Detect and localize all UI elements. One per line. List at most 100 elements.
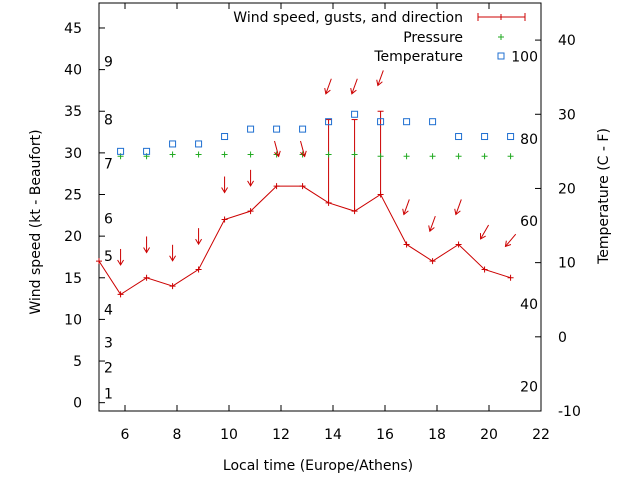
y-left-tick-label: 10 bbox=[64, 312, 82, 328]
temperature-point bbox=[455, 133, 463, 141]
beaufort-label: 6 bbox=[104, 212, 113, 228]
temperature-point bbox=[481, 133, 489, 141]
y-left-tick-label: 0 bbox=[73, 396, 82, 412]
x-tick-label: 6 bbox=[121, 427, 130, 443]
wind-point bbox=[195, 266, 202, 273]
wind-point bbox=[169, 283, 176, 290]
wind-direction-arrow bbox=[300, 140, 307, 158]
beaufort-label: 4 bbox=[104, 302, 113, 318]
wind-direction-arrow bbox=[221, 176, 229, 194]
y-left-tick-label: 35 bbox=[64, 104, 82, 120]
arrow-shaft bbox=[351, 78, 358, 94]
wind-direction-arrow bbox=[247, 169, 255, 187]
wind-point bbox=[143, 274, 150, 281]
y-left-tick-label: 40 bbox=[64, 63, 82, 79]
pressure-point bbox=[377, 153, 384, 160]
pressure-point bbox=[221, 151, 228, 158]
wind-direction-arrow bbox=[195, 228, 203, 246]
y-left-tick-label: 25 bbox=[64, 188, 82, 204]
pressure-point bbox=[455, 153, 462, 160]
arrow-head bbox=[143, 247, 151, 254]
x-axis-label: Local time (Europe/Athens) bbox=[223, 458, 413, 474]
arrow-head bbox=[300, 150, 307, 158]
y-right-tick-label: 20 bbox=[558, 181, 576, 197]
beaufort-label: 9 bbox=[104, 54, 113, 70]
axes-layer bbox=[98, 2, 542, 412]
beaufort-label: 5 bbox=[104, 249, 113, 265]
wind-direction-arrow bbox=[504, 233, 517, 248]
x-tick-label: 16 bbox=[376, 427, 394, 443]
y-axis-left-label: Wind speed (kt - Beaufort) bbox=[28, 129, 44, 314]
legend-label-temperature: Temperature bbox=[373, 49, 463, 65]
arrow-shaft bbox=[300, 140, 306, 157]
temperature-point bbox=[221, 133, 229, 141]
y-right-tick-label: 0 bbox=[558, 330, 567, 346]
y-right-tick-label: 40 bbox=[558, 33, 576, 49]
pressure-point bbox=[247, 151, 254, 158]
fahrenheit-label: 80 bbox=[520, 132, 538, 148]
x-tick-label: 8 bbox=[173, 427, 182, 443]
y-left-tick-label: 20 bbox=[64, 229, 82, 245]
wind-direction-arrow bbox=[350, 78, 358, 95]
wind-point bbox=[221, 216, 228, 223]
wind-direction-arrow bbox=[169, 244, 177, 262]
wind-point bbox=[403, 241, 410, 248]
beaufort-label: 1 bbox=[104, 387, 113, 403]
arrow-shaft bbox=[455, 199, 462, 215]
x-tick-label: 22 bbox=[532, 427, 550, 443]
wind-direction-arrow bbox=[117, 248, 125, 266]
arrow-head bbox=[247, 180, 255, 187]
beaufort-label: 3 bbox=[104, 336, 113, 352]
temperature-point bbox=[403, 118, 411, 126]
wind-direction-arrow bbox=[454, 199, 462, 216]
arrow-head bbox=[376, 79, 383, 87]
temperature-point bbox=[117, 147, 125, 155]
plot-frame bbox=[98, 2, 542, 412]
wind-direction-arrow bbox=[479, 224, 490, 240]
arrow-head bbox=[479, 233, 486, 240]
legend-label-pressure: Pressure bbox=[403, 30, 463, 46]
fahrenheit-label: 40 bbox=[520, 297, 538, 313]
y-right-tick-label: -10 bbox=[558, 404, 581, 420]
temperature-point bbox=[247, 125, 255, 133]
wind-point bbox=[273, 183, 280, 190]
y-right-tick-label: 10 bbox=[558, 256, 576, 272]
wind-direction-arrow bbox=[274, 140, 281, 158]
arrow-head bbox=[169, 255, 177, 262]
axis-label-layer: Local time (Europe/Athens) Wind speed (k… bbox=[28, 128, 612, 474]
legend-label-wind: Wind speed, gusts, and direction bbox=[233, 10, 463, 26]
y-left-tick-label: 30 bbox=[64, 146, 82, 162]
arrow-head bbox=[350, 87, 357, 95]
arrow-head bbox=[504, 240, 512, 248]
temperature-point bbox=[273, 125, 281, 133]
pressure-point bbox=[169, 151, 176, 158]
wind-point bbox=[117, 291, 124, 298]
pressure-point bbox=[325, 151, 332, 158]
series-layer bbox=[96, 70, 517, 298]
pressure-point bbox=[507, 153, 514, 160]
temperature-point bbox=[325, 118, 333, 126]
fahrenheit-label: 20 bbox=[520, 380, 538, 396]
temperature-point bbox=[195, 140, 203, 148]
y-left-tick-label: 5 bbox=[73, 354, 82, 370]
pressure-point bbox=[429, 153, 436, 160]
x-tick-label: 12 bbox=[272, 427, 290, 443]
wind-point bbox=[247, 208, 254, 215]
pressure-point bbox=[195, 151, 202, 158]
arrow-head bbox=[117, 259, 125, 266]
x-tick-label: 18 bbox=[428, 427, 446, 443]
temperature-point bbox=[507, 133, 515, 141]
fahrenheit-label: 100 bbox=[511, 49, 538, 65]
wind-direction-arrow bbox=[402, 199, 410, 216]
temperature-point bbox=[299, 125, 307, 133]
wind-point bbox=[96, 258, 102, 265]
temperature-point bbox=[351, 110, 359, 118]
wind-direction-arrow bbox=[428, 215, 436, 233]
wind-point bbox=[481, 266, 488, 273]
y-right-tick-label: 30 bbox=[558, 107, 576, 123]
arrow-shaft bbox=[403, 199, 410, 215]
legend-sample-temperature bbox=[497, 52, 505, 60]
legend-sample-wind-marker bbox=[498, 14, 504, 20]
